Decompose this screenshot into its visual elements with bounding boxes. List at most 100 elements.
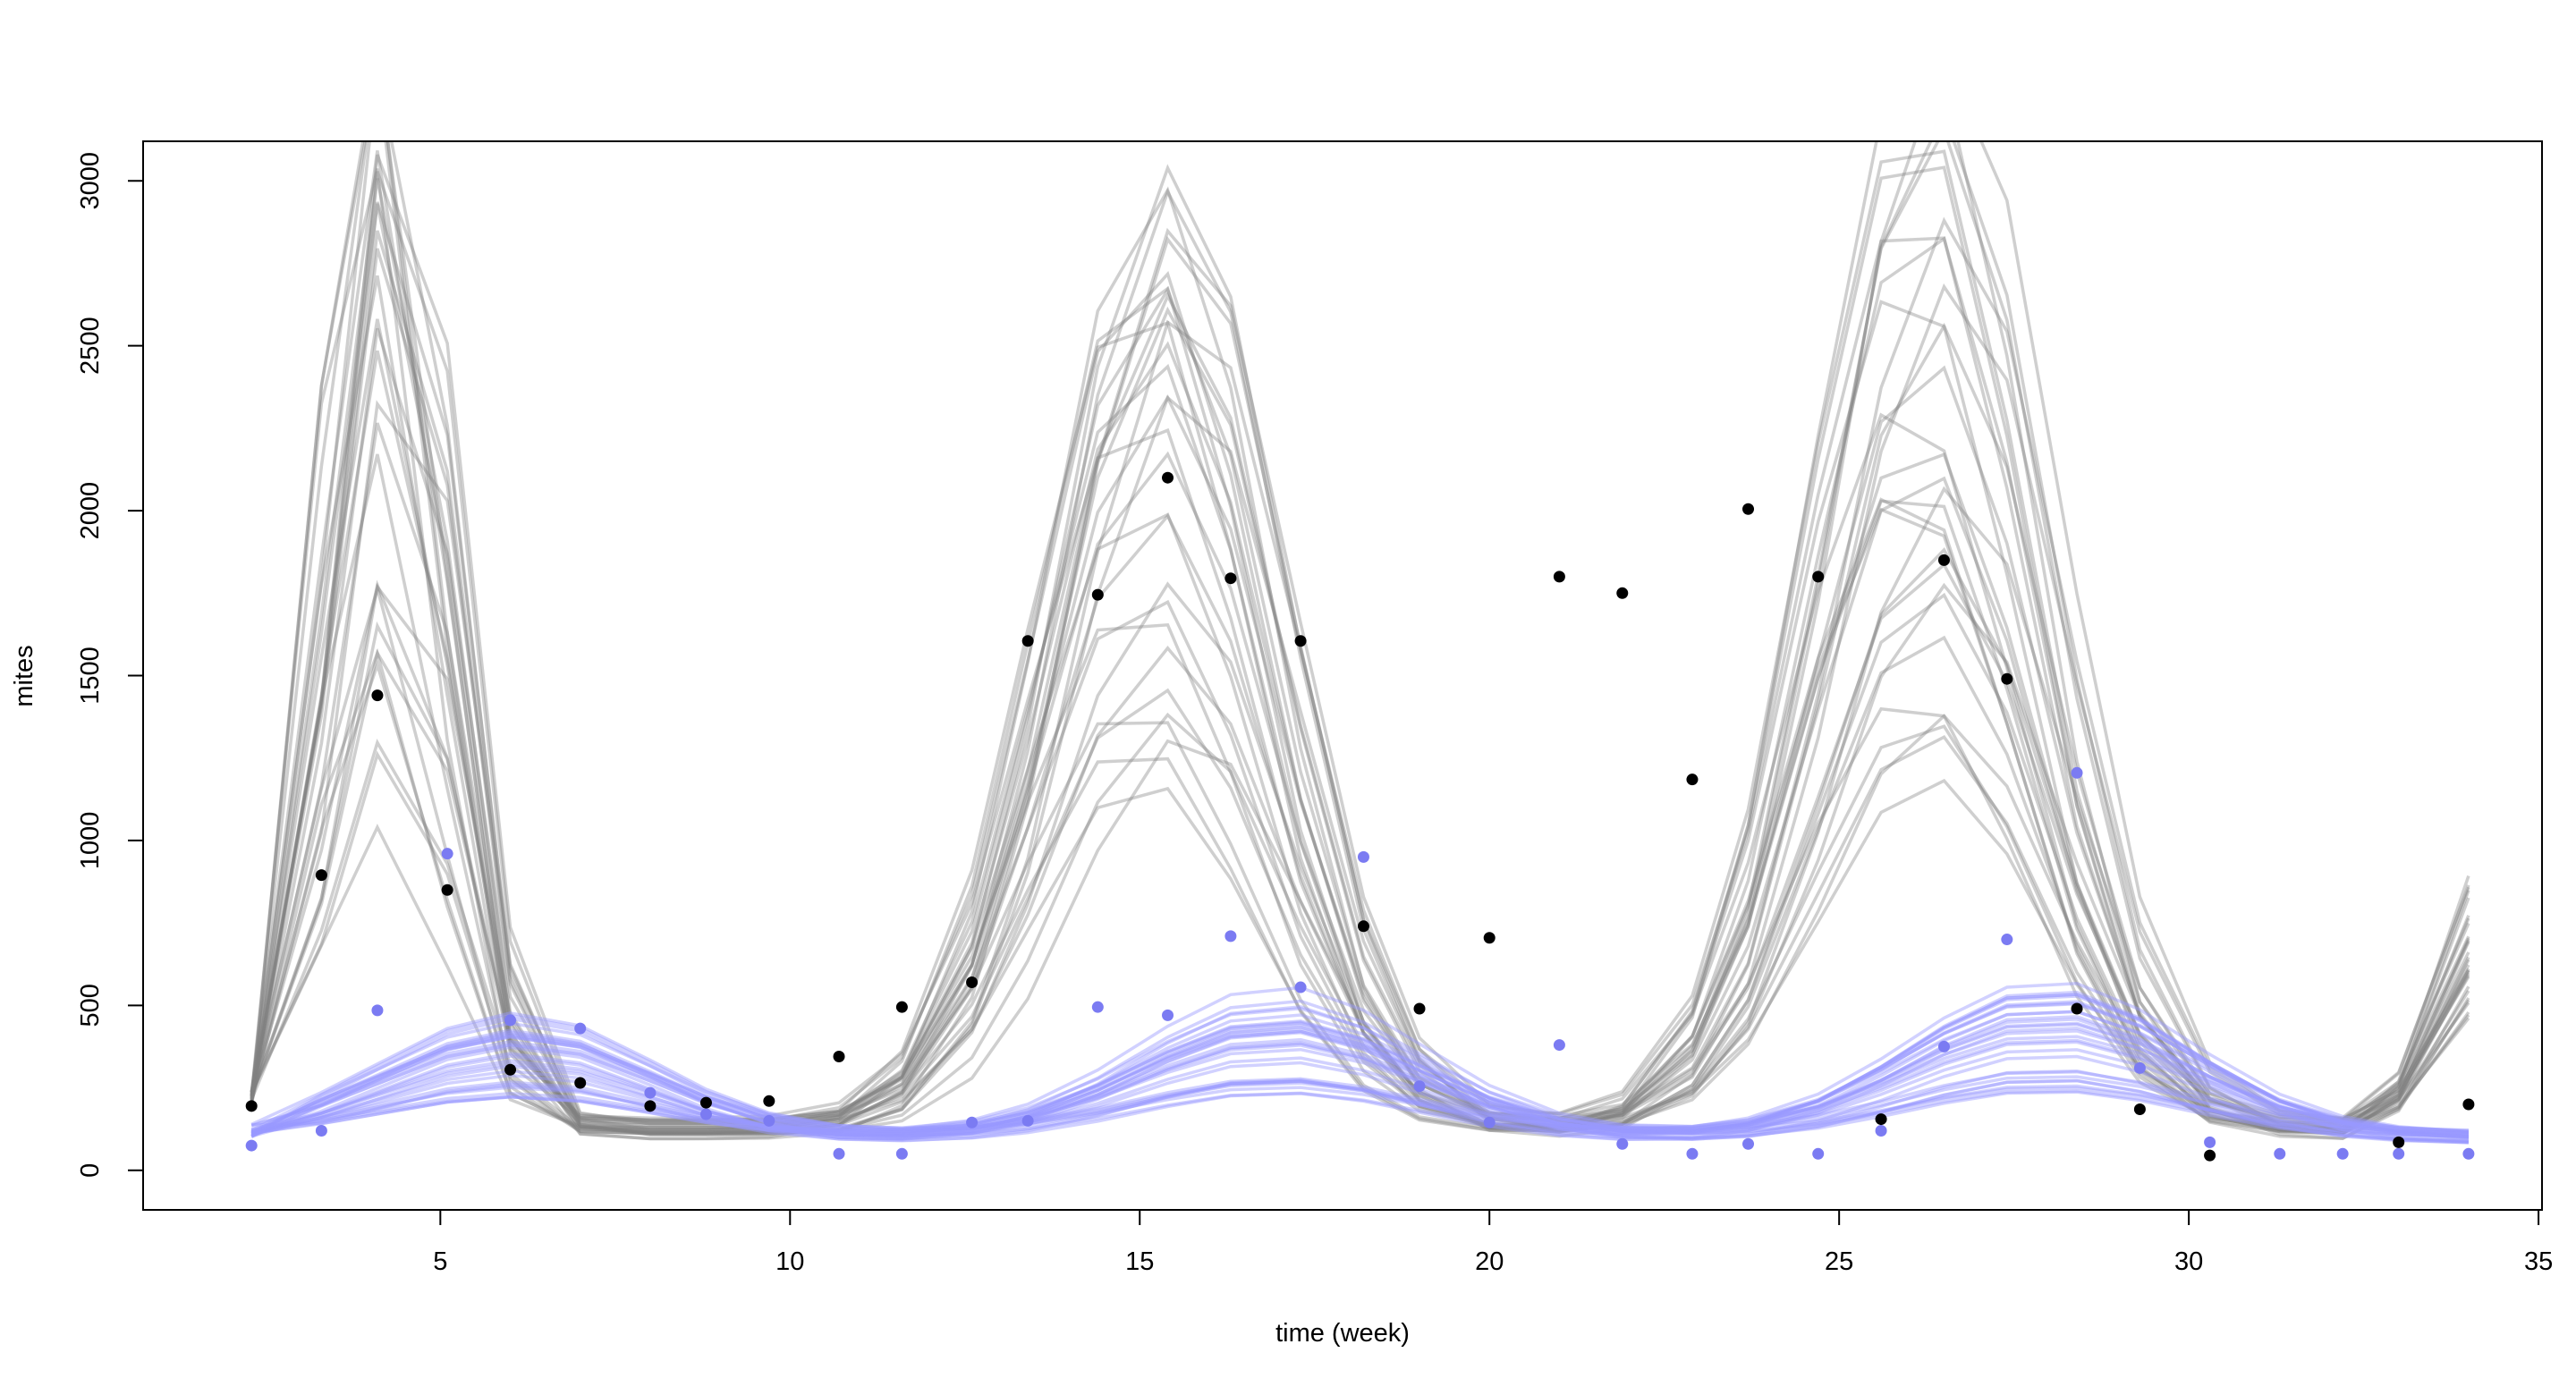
black-observation-point [1483,932,1496,944]
black-observation-point [441,883,453,896]
black-observation-point [895,1001,908,1013]
black-observation-point [644,1100,657,1112]
x-axis: 5 10 15 20 25 30 35 [433,1209,2553,1276]
blue-trajectory-line [250,1010,2470,1139]
x-axis-label: time (week) [1275,1319,1410,1348]
grey-trajectory-line [250,230,2470,1136]
x-tick-label: 5 [433,1247,447,1276]
black-observation-point [2001,672,2013,685]
blue-observation-point [644,1086,657,1099]
grey-trajectory-line [250,497,2470,1135]
blue-trajectory-line [250,994,2470,1139]
grey-trajectory-line [250,154,2470,1126]
black-observation-point [1162,471,1174,484]
black-observation-point [2071,1002,2083,1015]
black-observation-point [2204,1149,2216,1162]
black-observation-point [1357,920,1369,933]
blue-observation-point [1294,981,1307,993]
black-observation-point [1812,571,1825,583]
y-axis: 0 500 1000 1500 2000 2500 3000 [76,152,144,1178]
blue-observation-point [1413,1080,1426,1093]
black-observation-point [1875,1113,1887,1126]
black-observation-point [315,869,327,882]
blue-observation-point [699,1108,712,1120]
y-tick-label: 2000 [76,482,105,540]
grey-trajectory-line [250,327,2470,1129]
y-tick-label: 500 [76,984,105,1027]
grey-trajectory-line [250,201,2470,1134]
black-observation-point [966,976,979,989]
x-tick-label: 15 [1125,1247,1154,1276]
blue-trajectory-line [250,1022,2469,1137]
black-observation-point [1021,635,1034,647]
black-observation-point [763,1095,775,1107]
blue-trajectory-line [250,1029,2469,1135]
blue-observation-point [1162,1009,1174,1021]
blue-trajectory-line [250,1002,2470,1137]
y-tick-label: 1500 [76,647,105,705]
grey-trajectory-line [250,141,2470,1122]
blue-trajectory-line [250,1036,2469,1134]
grey-trajectory-line [250,165,2470,1135]
blue-observation-point [763,1114,775,1127]
blue-trajectory-line [250,1015,2470,1145]
grey-trajectories-group [250,141,2470,1141]
blue-trajectory-line [250,1078,2469,1144]
blue-observation-point [371,1004,384,1017]
grey-trajectory-line [250,283,2470,1125]
blue-observation-point [1812,1147,1825,1160]
grey-trajectory-line [250,141,2470,1120]
blue-observation-point [966,1116,979,1129]
grey-trajectory-line [250,178,2470,1132]
y-tick-label: 1000 [76,812,105,870]
blue-observation-point [441,848,453,860]
grey-trajectory-line [250,164,2470,1121]
observed-points-group [245,471,2475,1162]
y-tick-label: 2500 [76,317,105,375]
blue-observation-point [245,1139,258,1152]
blue-trajectory-line [250,1018,2470,1141]
grey-trajectory-line [250,171,2470,1131]
black-observation-point [1686,774,1699,786]
blue-trajectory-line [250,1037,2469,1138]
y-tick-label: 3000 [76,152,105,210]
blue-observation-point [2274,1147,2286,1160]
black-observation-point [1294,635,1307,647]
blue-trajectory-line [250,1030,2469,1143]
blue-trajectory-line [250,1027,2469,1144]
grey-trajectory-line [250,236,2470,1136]
grey-trajectory-line [250,271,2470,1124]
blue-trajectory-line [250,1048,2469,1139]
x-tick-label: 30 [2174,1247,2203,1276]
blue-observation-point [1483,1116,1496,1129]
black-observation-point [2393,1136,2405,1148]
black-observation-point [699,1096,712,1109]
x-tick-label: 10 [775,1247,804,1276]
blue-trajectory-line [250,1033,2469,1134]
blue-observation-point [2393,1147,2405,1160]
black-observation-point [1616,587,1629,599]
grey-trajectory-line [250,141,2470,1122]
blue-trajectory-line [250,1027,2469,1139]
black-observation-point [1553,571,1565,583]
grey-trajectory-line [250,168,2470,1136]
blue-trajectory-line [250,1034,2469,1143]
blue-observation-point [574,1022,587,1035]
blue-trajectory-line [250,1013,2469,1136]
x-tick-label: 35 [2524,1247,2553,1276]
grey-trajectory-line [250,306,2470,1132]
blue-trajectory-line [250,993,2470,1138]
black-observation-point [504,1063,517,1076]
grey-trajectory-line [250,582,2470,1130]
blue-observation-point [1616,1137,1629,1150]
x-tick-label: 20 [1475,1247,1504,1276]
y-axis-label: mites [10,645,38,706]
blue-trajectory-line [250,993,2470,1139]
grey-trajectory-line [250,322,2470,1137]
blue-observation-point [1091,1001,1104,1013]
grey-trajectory-line [250,141,2470,1134]
blue-observation-point [2071,766,2083,779]
blue-trajectory-line [250,1021,2469,1138]
